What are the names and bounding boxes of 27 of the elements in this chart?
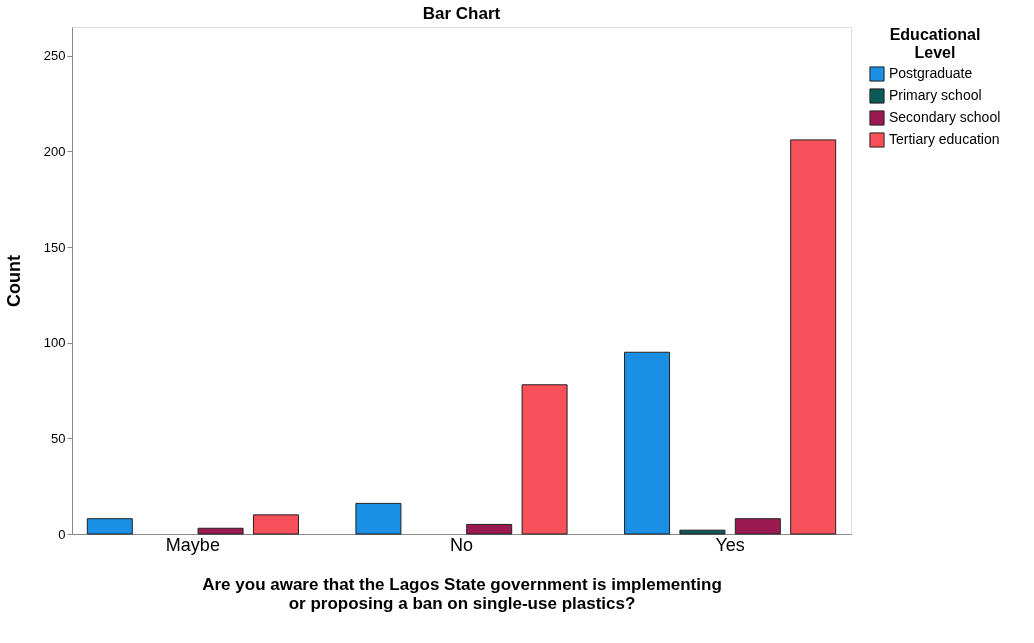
y-tick-label: 150 (43, 239, 66, 255)
x-axis-title: Are you aware that the Lagos State government is implementing or proposing a ban on single-use plastics? (202, 574, 722, 613)
x-tick-label: No (449, 534, 474, 555)
bar (521, 384, 568, 535)
legend-title: Educational Level (889, 26, 981, 61)
x-tick-label: Maybe (165, 534, 220, 555)
bar (197, 527, 244, 535)
y-tick-label: 250 (43, 48, 66, 64)
bar (734, 518, 781, 535)
legend-label: Primary school (889, 87, 982, 103)
y-tick-label: 100 (43, 335, 66, 351)
bar (679, 529, 726, 535)
bar (466, 523, 513, 535)
bar (624, 351, 671, 535)
chart-title: Bar Chart (422, 4, 501, 23)
legend-label: Postgraduate (889, 65, 973, 81)
x-tick-label: Yes (715, 534, 745, 555)
legend-label: Tertiary education (889, 131, 1000, 147)
bar (790, 139, 837, 535)
y-axis-title: Count (3, 255, 24, 307)
legend-label: Secondary school (889, 109, 1001, 125)
y-tick-label: 50 (51, 430, 66, 446)
bar (86, 518, 133, 535)
bar (355, 502, 402, 535)
y-tick-label: 200 (43, 143, 66, 159)
bar (252, 514, 299, 535)
y-tick-label: 0 (58, 526, 66, 542)
